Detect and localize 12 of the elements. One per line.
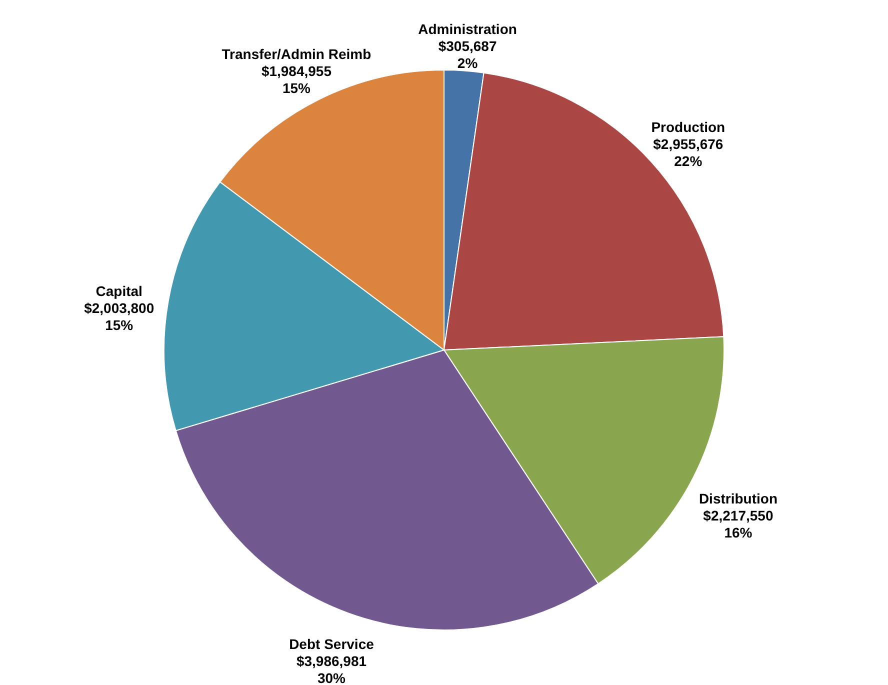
data-label: $2,955,676 22%	[653, 136, 724, 169]
slice-label: Debt Service	[289, 636, 374, 652]
slice-label: Administration	[418, 21, 517, 37]
data-label: $2,003,800 15%	[84, 300, 154, 334]
data-label: $1,984,955 15%	[261, 62, 332, 96]
data-label: $2,217,550 16%	[703, 507, 774, 540]
slice-label: Transfer/Admin Reimb	[222, 46, 372, 62]
slice-label: Production	[651, 118, 726, 135]
data-label: $305,687 2%	[438, 38, 497, 71]
slice-label: Distribution	[698, 490, 778, 506]
data-label: $3,986,981 30%	[296, 653, 367, 685]
slice-label: Capital	[96, 283, 142, 300]
